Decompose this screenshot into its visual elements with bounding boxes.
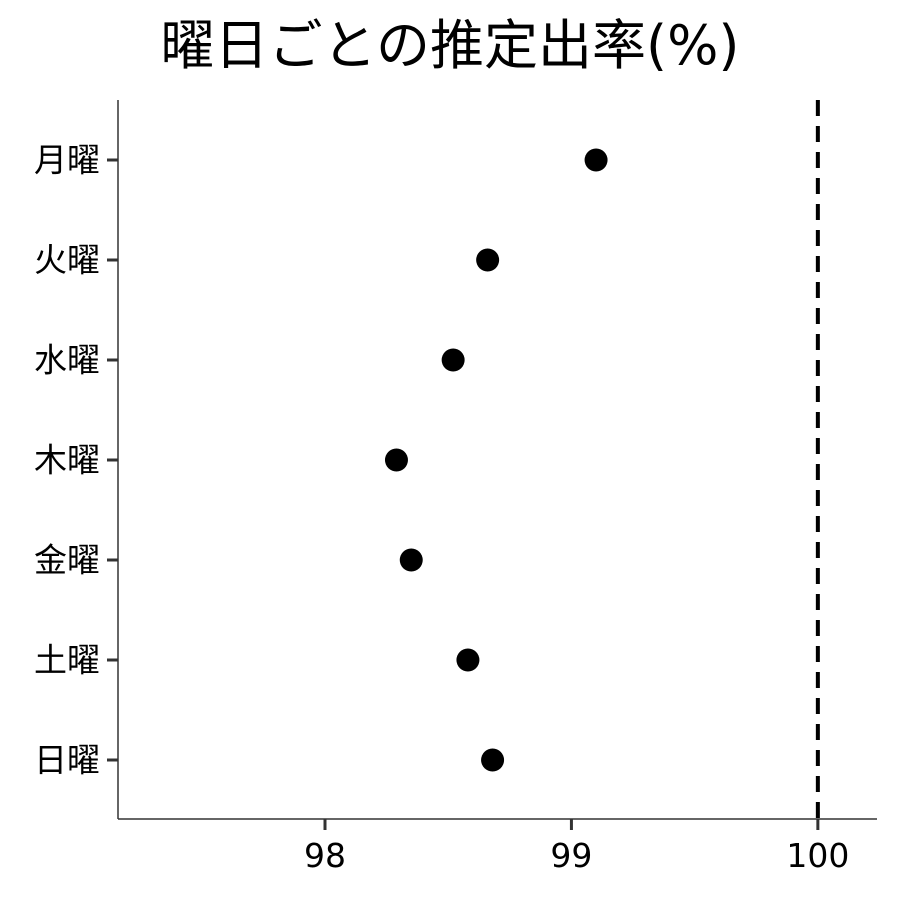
data-point (584, 148, 608, 172)
x-tick-label: 100 (786, 836, 849, 875)
y-tick-label: 月曜 (34, 141, 100, 180)
data-point (441, 348, 465, 372)
data-point (384, 448, 408, 472)
data-point (481, 748, 505, 772)
data-point (456, 648, 480, 672)
data-point (476, 248, 500, 272)
y-tick-label: 金曜 (34, 541, 100, 580)
x-tick-label: 98 (304, 836, 346, 875)
chart-title: 曜日ごとの推定出率(%) (160, 14, 740, 77)
x-tick-label: 99 (550, 836, 592, 875)
y-tick-label: 水曜 (34, 341, 100, 380)
y-tick-label: 日曜 (34, 741, 100, 780)
y-tick-label: 土曜 (34, 641, 100, 680)
data-point (399, 548, 423, 572)
y-tick-label: 木曜 (34, 441, 100, 480)
y-tick-label: 火曜 (34, 241, 100, 280)
